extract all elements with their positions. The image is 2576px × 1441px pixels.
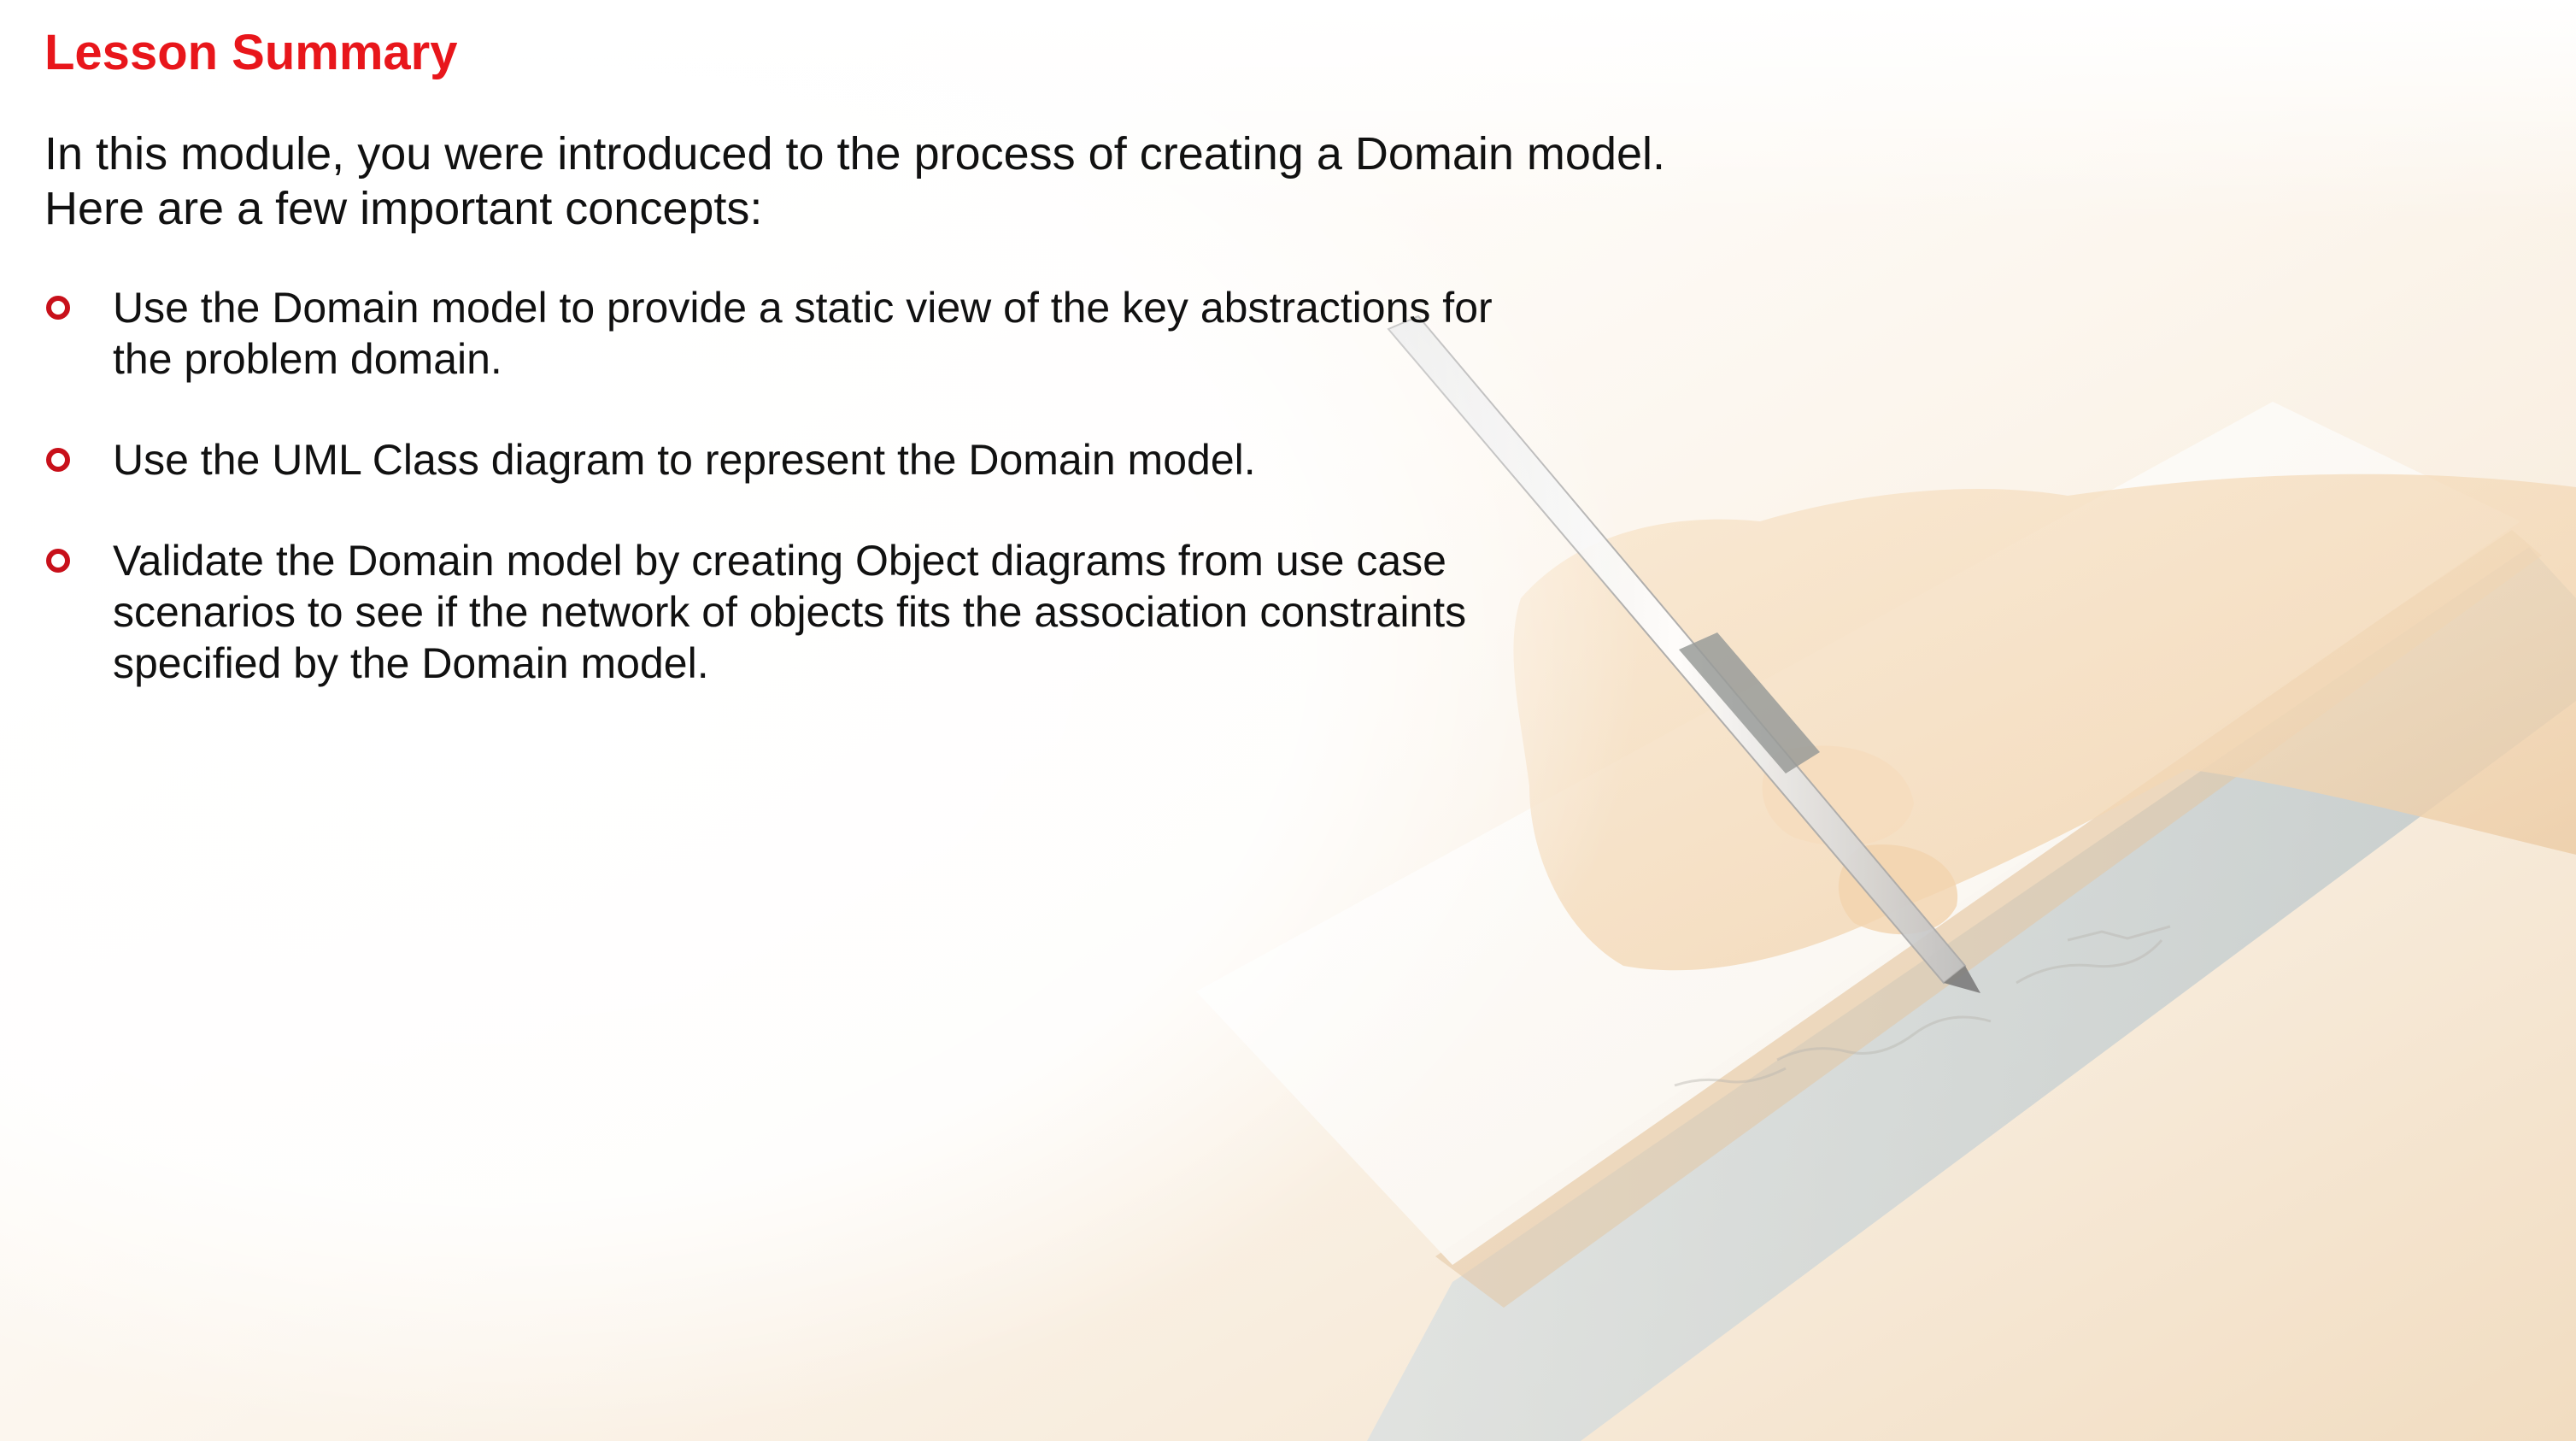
list-item-text: Validate the Domain model by creating Ob…	[113, 537, 1467, 687]
intro-paragraph: In this module, you were introduced to t…	[44, 128, 1666, 234]
list-item-text: Use the UML Class diagram to represent t…	[113, 436, 1256, 484]
ring-bullet-icon	[46, 448, 70, 472]
list-item: Validate the Domain model by creating Ob…	[44, 535, 1497, 689]
list-item: Use the UML Class diagram to represent t…	[44, 434, 1497, 485]
page-title: Lesson Summary	[44, 25, 458, 80]
ring-bullet-icon	[46, 549, 70, 573]
ring-bullet-icon	[46, 296, 70, 320]
list-item-text: Use the Domain model to provide a static…	[113, 284, 1493, 383]
list-item: Use the Domain model to provide a static…	[44, 282, 1497, 385]
concept-list: Use the Domain model to provide a static…	[44, 282, 1497, 689]
